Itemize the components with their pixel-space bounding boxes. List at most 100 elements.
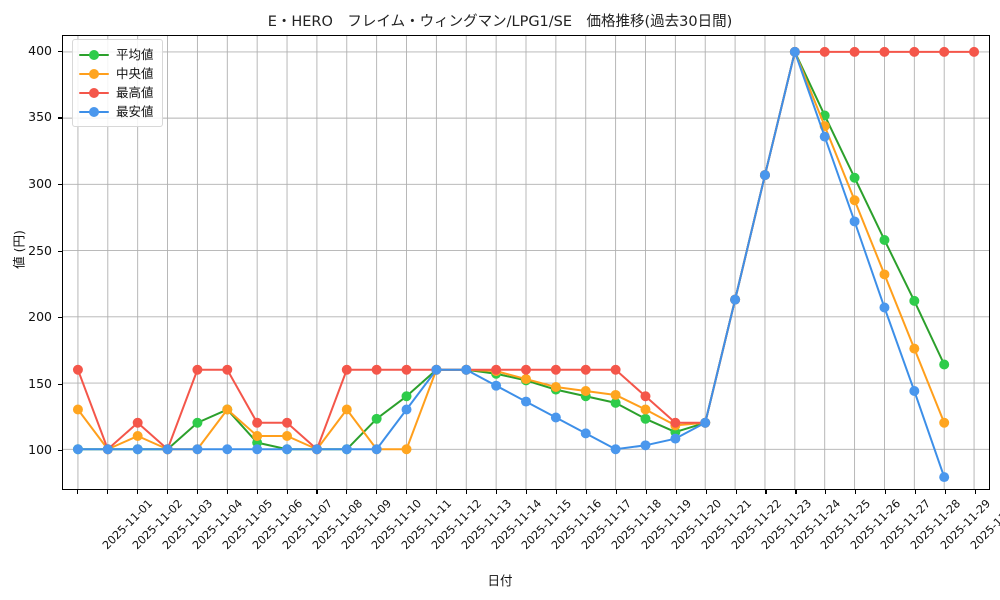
legend-label: 最安値 [116,103,154,119]
y-axis-label: 値 (円) [11,230,27,269]
data-point [909,386,920,396]
data-point [401,404,412,415]
legend-item-2[interactable]: 最高値 [79,83,154,102]
x-tick-mark [855,490,857,494]
data-point [849,172,860,183]
data-point [670,417,681,428]
data-point [610,444,621,455]
legend-marker-dot [89,68,99,79]
data-point [909,295,920,306]
x-tick-mark [555,490,558,494]
data-point [550,382,561,392]
y-tick-label: 350 [28,109,52,125]
data-point [610,389,621,400]
data-point [610,397,621,408]
data-point [521,364,531,375]
x-tick-mark [585,490,587,494]
legend-marker-dot [89,106,99,117]
x-tick-mark [915,490,917,494]
y-tick-label: 300 [28,176,52,191]
data-point [371,364,382,375]
grid-layer [63,36,989,489]
data-point [550,364,561,375]
data-point [670,433,681,444]
x-tick-mark [705,490,707,494]
data-point [879,235,890,245]
x-tick-mark [496,490,498,494]
y-tick-label: 250 [28,242,52,258]
data-point [431,364,442,375]
y-tick-label: 200 [28,309,52,325]
x-tick-mark [406,490,408,494]
data-point [640,391,651,402]
data-point [879,46,890,57]
data-point [132,444,143,455]
data-point [521,396,531,407]
legend-label: 最高値 [116,84,154,100]
data-point [341,404,352,415]
data-point [401,444,412,455]
data-point [939,359,950,370]
x-tick-mark [675,490,677,494]
data-point [72,444,83,455]
data-point [401,364,412,375]
data-point [969,46,980,57]
legend-item-1[interactable]: 中央値 [79,64,154,83]
data-point [491,380,502,391]
x-tick-mark [945,490,947,494]
data-point [700,417,711,428]
data-point [282,431,293,441]
x-tick-mark [106,490,108,494]
legend-label: 平均値 [116,46,154,62]
data-point [132,417,143,428]
x-axis-label: 日付 [487,573,513,588]
data-point [909,343,920,354]
x-tick-mark [466,490,468,494]
data-point [341,444,352,455]
data-point [879,269,890,280]
x-tick-mark [286,490,288,494]
x-tick-mark [735,490,737,494]
x-tick-mark [346,490,348,494]
x-tick-mark [436,490,438,494]
legend-item-3[interactable]: 最安値 [79,102,154,121]
x-tick-mark [136,490,138,494]
x-tick-mark [975,490,977,494]
data-point [580,386,591,396]
data-point [102,444,113,455]
data-point [939,417,950,428]
data-point [879,302,890,313]
data-point [640,413,651,424]
series-line-1 [76,50,946,451]
data-point [252,417,263,428]
y-tick-mark [58,317,62,319]
data-point [819,46,830,57]
data-point [640,440,651,451]
chart-title: E・HERO フレイム・ウィングマン/LPG1/SE 価格推移(過去30日間) [267,14,733,30]
data-point [132,431,143,441]
x-tick-mark [795,490,797,494]
legend-marker-dot [89,49,99,60]
x-tick-mark [885,490,887,494]
x-tick-mark [526,490,528,494]
series-line-0 [76,50,946,451]
data-point [789,46,800,57]
data-point [371,413,382,424]
data-point [640,404,651,415]
chart-legend: 平均値中央値 最高値最安値 [72,39,163,127]
x-tick-mark [226,490,228,494]
data-point [401,391,412,402]
legend-swatch-icon [79,48,109,62]
y-tick-mark [58,250,62,252]
legend-item-0[interactable]: 平均値 [79,45,154,64]
data-point [730,294,741,305]
data-point [580,364,591,375]
x-tick-mark [196,490,198,494]
data-point [311,444,322,455]
series-layer [72,46,980,483]
data-point [341,364,352,375]
data-point [939,472,950,483]
data-point [849,46,860,57]
x-tick-mark [76,490,79,494]
data-point [521,374,531,385]
